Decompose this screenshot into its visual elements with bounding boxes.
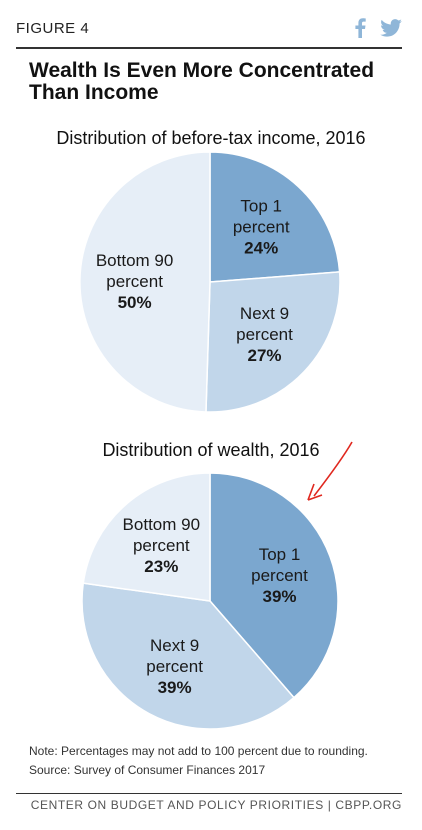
note-text: Note: Percentages may not add to 100 per… (29, 744, 368, 758)
slice-category-label: Top 1 (240, 197, 282, 216)
social-links (354, 18, 402, 38)
figure-label: FIGURE 4 (16, 20, 90, 37)
source-text: Source: Survey of Consumer Finances 2017 (29, 763, 266, 777)
slice-category-label: Bottom 90 (96, 251, 174, 270)
pie-slice-top-1-percent (209, 472, 339, 699)
chart-title: Wealth Is Even More Concentrated Than In… (29, 60, 399, 104)
pie-slice-top-1-percent (209, 151, 341, 283)
slice-value-label: 27% (247, 346, 281, 365)
slice-category-label: Next 9 (150, 636, 199, 655)
pie-slice-next-9-percent (205, 271, 341, 413)
twitter-icon[interactable] (380, 19, 402, 37)
pie-slice-bottom-90-percent (82, 472, 211, 602)
income-pie-chart: Top 1 percent 24% Next 9 percent 27% Bottom 90… (79, 151, 341, 413)
slice-value-label: 23% (144, 557, 178, 576)
slice-value-label: 24% (244, 239, 278, 258)
income-pie-title: Distribution of before-tax income, 2016 (56, 128, 366, 148)
slice-value-label: 39% (158, 678, 192, 697)
annotation-arrow (307, 441, 353, 501)
slice-category-label: Next 9 (240, 304, 289, 323)
figure-header: FIGURE 4 (16, 18, 402, 48)
slice-category-label: percent (133, 536, 190, 555)
slice-category-label: Bottom 90 (123, 515, 201, 534)
pie-slice-bottom-90-percent (79, 151, 211, 413)
pie-slice-next-9-percent (81, 582, 296, 730)
slice-category-label: percent (233, 218, 290, 237)
chart-title-line: Wealth Is Even More Concentrated (29, 59, 375, 82)
header-rule (16, 47, 402, 49)
slice-value-label: 39% (262, 587, 296, 606)
footer-credit: CENTER ON BUDGET AND POLICY PRIORITIES |… (30, 798, 402, 812)
slice-category-label: percent (146, 657, 203, 676)
wealth-pie-chart: Top 1 percent 39% Next 9 percent 39% Bottom 90… (81, 472, 339, 730)
facebook-icon[interactable] (354, 18, 366, 38)
slice-value-label: 50% (118, 293, 152, 312)
slice-category-label: Top 1 (259, 545, 301, 564)
slice-category-label: percent (106, 272, 163, 291)
wealth-pie-title: Distribution of wealth, 2016 (102, 440, 320, 460)
notes: Note: Percentages may not add to 100 per… (29, 742, 368, 780)
chart-title-line: Than Income (29, 81, 159, 104)
footer-rule (16, 793, 402, 794)
slice-category-label: percent (236, 325, 293, 344)
slice-category-label: percent (251, 566, 308, 585)
